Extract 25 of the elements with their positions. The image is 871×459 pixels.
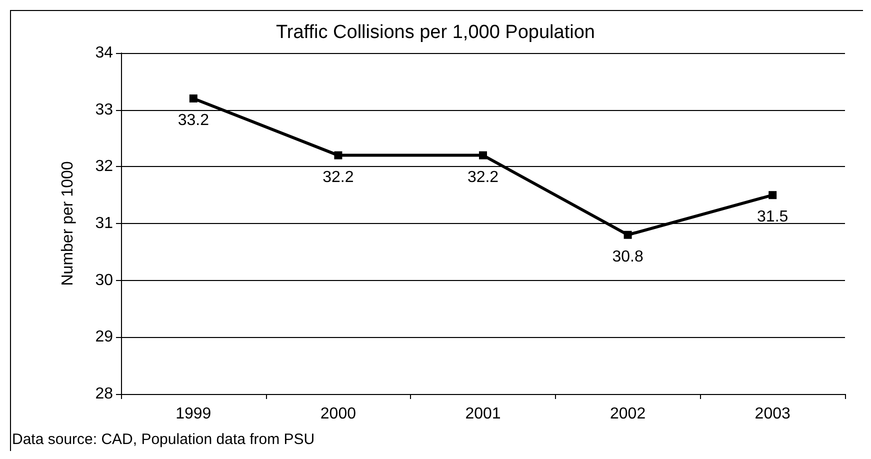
y-tick-label: 29 (95, 328, 114, 346)
source-note: Data source: CAD, Population data from PSU (12, 431, 315, 448)
data-label: 32.2 (322, 168, 354, 186)
y-tick-label: 33 (95, 101, 114, 118)
point (334, 151, 342, 160)
data-label: 30.8 (612, 248, 644, 266)
y-axis-title: Number per 1000 (60, 161, 76, 286)
point (479, 151, 487, 160)
x-tick-label: 2000 (320, 406, 356, 422)
data-label: 31.5 (757, 208, 788, 226)
y-tick-label: 30 (95, 272, 114, 289)
y-tick-label: 34 (95, 44, 114, 62)
x-tick-label: 2002 (610, 406, 646, 422)
x-tick-label: 2003 (754, 406, 790, 422)
y-tick-label: 28 (95, 386, 114, 402)
point (768, 191, 777, 200)
data-label: 32.2 (467, 168, 499, 186)
x-tick-label: 2001 (465, 406, 501, 422)
point (189, 94, 198, 102)
data-label: 33.2 (178, 112, 210, 129)
y-tick-label: 31 (95, 215, 114, 232)
chart-title: Traffic Collisions per 1,000 Population (276, 22, 595, 43)
x-tick-label: 1999 (176, 406, 212, 422)
y-tick-label: 32 (95, 158, 114, 176)
point (624, 230, 632, 239)
